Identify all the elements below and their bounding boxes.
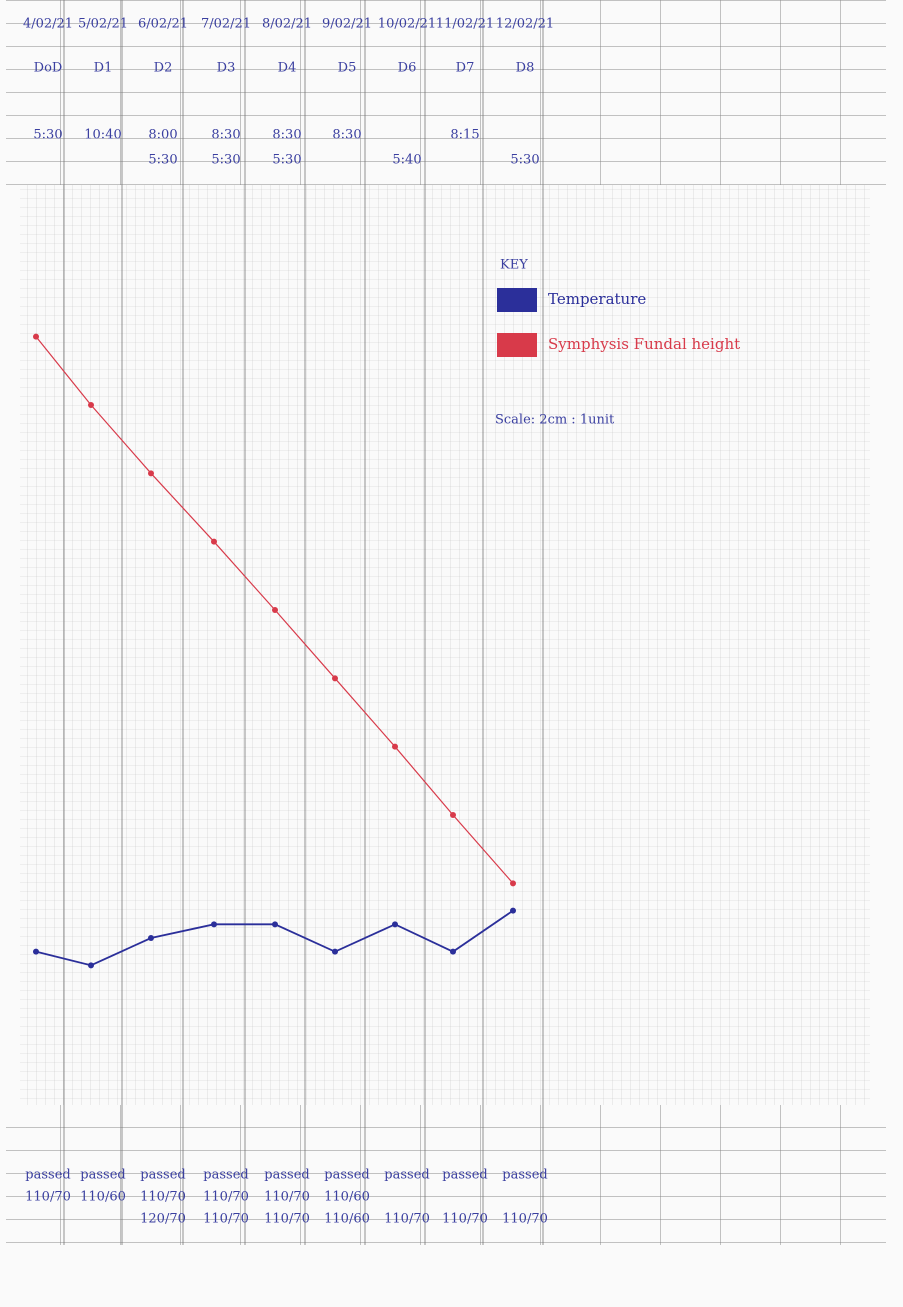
morning-time: 8:30 [272,128,301,143]
legend-swatch [497,333,537,357]
legend-label: Symphysis Fundal height [548,335,740,353]
date-label: 12/02/21 [496,17,554,32]
data-point [88,402,94,408]
data-point [450,949,456,955]
status-label: passed [203,1168,248,1183]
bp-evening: 110/70 [502,1212,548,1227]
date-label: 8/02/21 [262,17,312,32]
day-label: D1 [94,61,113,76]
data-point [510,880,516,886]
bp-morning: 110/60 [324,1190,370,1205]
data-point [272,921,278,927]
evening-time: 5:30 [148,153,177,168]
morning-time: 10:40 [84,128,121,143]
bp-morning: 110/70 [264,1190,310,1205]
date-label: 7/02/21 [201,17,251,32]
status-label: passed [80,1168,125,1183]
status-label: passed [324,1168,369,1183]
scale-note: Scale: 2cm : 1unit [495,413,615,428]
bp-evening: 110/60 [324,1212,370,1227]
data-point [33,334,39,340]
data-point [392,921,398,927]
evening-time: 5:30 [211,153,240,168]
date-label: 5/02/21 [78,17,128,32]
day-label: D6 [398,61,417,76]
date-label: 4/02/21 [23,17,73,32]
status-label: passed [25,1168,70,1183]
evening-time: 5:30 [510,153,539,168]
day-label: D5 [338,61,357,76]
bp-morning: 110/70 [25,1190,71,1205]
status-label: passed [502,1168,547,1183]
key-title: KEY [500,258,528,273]
date-label: 10/02/21 [378,17,436,32]
chart: KEY Scale: 2cm : 1unit 4/02/21 5/02/21 6/0… [0,0,903,1307]
data-point [88,962,94,968]
bp-evening: 110/70 [264,1212,310,1227]
day-label: D7 [456,61,475,76]
bp-evening: 110/70 [442,1212,488,1227]
data-point [272,607,278,613]
data-point [450,812,456,818]
morning-time: 8:15 [450,128,479,143]
day-label: D8 [516,61,535,76]
data-point [33,949,39,955]
data-point [392,744,398,750]
day-label: DoD [34,61,63,76]
bp-morning: 110/70 [203,1190,249,1205]
data-point [332,675,338,681]
legend-swatch [497,288,537,312]
status-label: passed [442,1168,487,1183]
graph-grid [20,185,870,1105]
status-label: passed [384,1168,429,1183]
bp-morning: 110/70 [140,1190,186,1205]
bp-evening: 110/70 [384,1212,430,1227]
morning-time: 5:30 [33,128,62,143]
data-point [510,908,516,914]
data-point [211,921,217,927]
data-point [148,470,154,476]
evening-time: 5:30 [272,153,301,168]
evening-time: 5:40 [392,153,421,168]
date-label: 6/02/21 [138,17,188,32]
day-label: D2 [154,61,173,76]
day-label: D3 [217,61,236,76]
morning-time: 8:30 [211,128,240,143]
date-label: 11/02/21 [436,17,494,32]
status-label: passed [140,1168,185,1183]
morning-time: 8:00 [148,128,177,143]
bp-evening: 110/70 [203,1212,249,1227]
status-label: passed [264,1168,309,1183]
bp-evening: 120/70 [140,1212,186,1227]
date-label: 9/02/21 [322,17,372,32]
legend-label: Temperature [548,290,646,308]
data-point [148,935,154,941]
data-point [211,539,217,545]
day-label: D4 [278,61,297,76]
data-point [332,949,338,955]
bp-morning: 110/60 [80,1190,126,1205]
morning-time: 8:30 [332,128,361,143]
